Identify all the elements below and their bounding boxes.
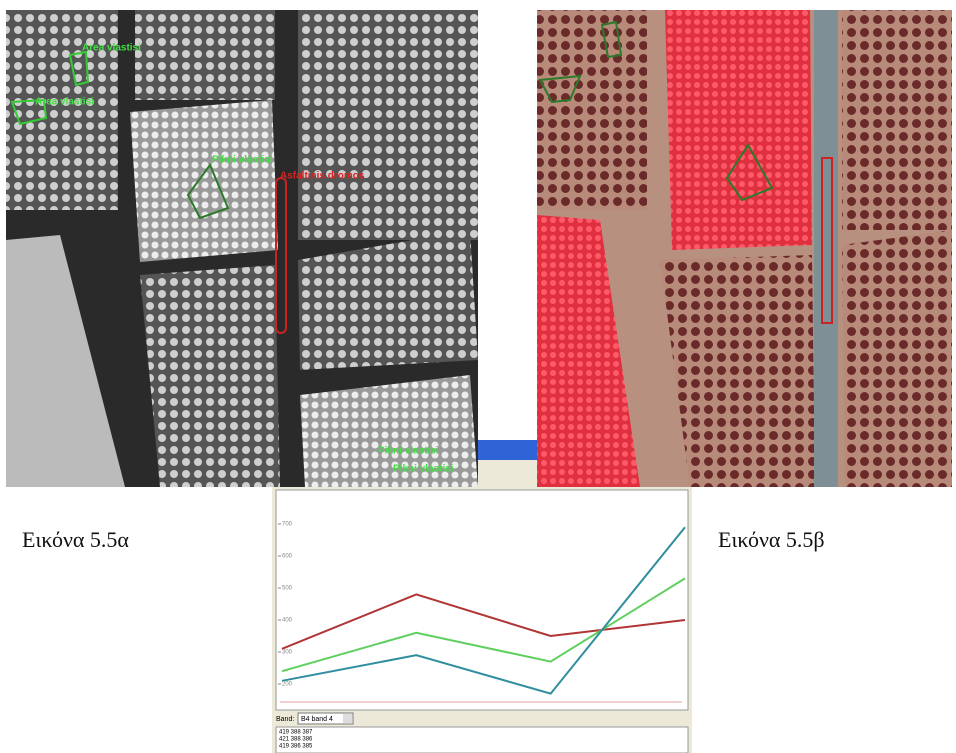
y-tick-label: 500 — [282, 586, 293, 592]
y-tick-label: 200 — [282, 682, 293, 688]
region-label: Asfaltinis dromos — [280, 171, 365, 182]
grayscale-image: Area vlastisi Area vlastisi Pikni vlasti… — [6, 10, 478, 487]
y-tick-label: 700 — [282, 522, 293, 528]
pixel-value: 419 388 387 — [279, 730, 313, 736]
region-label: Area vlastisi — [35, 97, 94, 108]
window-body — [470, 460, 545, 490]
pixel-value: 421 388 386 — [279, 737, 313, 743]
band-value: B4 band 4 — [301, 716, 333, 723]
region-label: Pikni vlastisi — [212, 155, 273, 166]
y-tick-label: 300 — [282, 650, 293, 656]
window-titlebar — [470, 440, 545, 460]
region-label: Area vlastisi — [82, 43, 141, 54]
region-label: Pikni vlastisi — [378, 446, 439, 457]
band-label: Band: — [276, 716, 294, 723]
region-label: Pikni vlastisi — [393, 464, 454, 475]
pixel-value: 419 386 385 — [279, 744, 313, 750]
false-color-image — [537, 10, 952, 487]
page: Area vlastisi Area vlastisi Pikni vlasti… — [0, 0, 956, 753]
chart: Band: B4 band 4 419 388 387 421 388 386 … — [272, 487, 692, 753]
figure-caption: Εικόνα 5.5α — [22, 527, 129, 553]
y-tick-label: 400 — [282, 618, 293, 624]
figure-caption: Εικόνα 5.5β — [718, 527, 825, 553]
y-tick-label: 600 — [282, 554, 293, 560]
